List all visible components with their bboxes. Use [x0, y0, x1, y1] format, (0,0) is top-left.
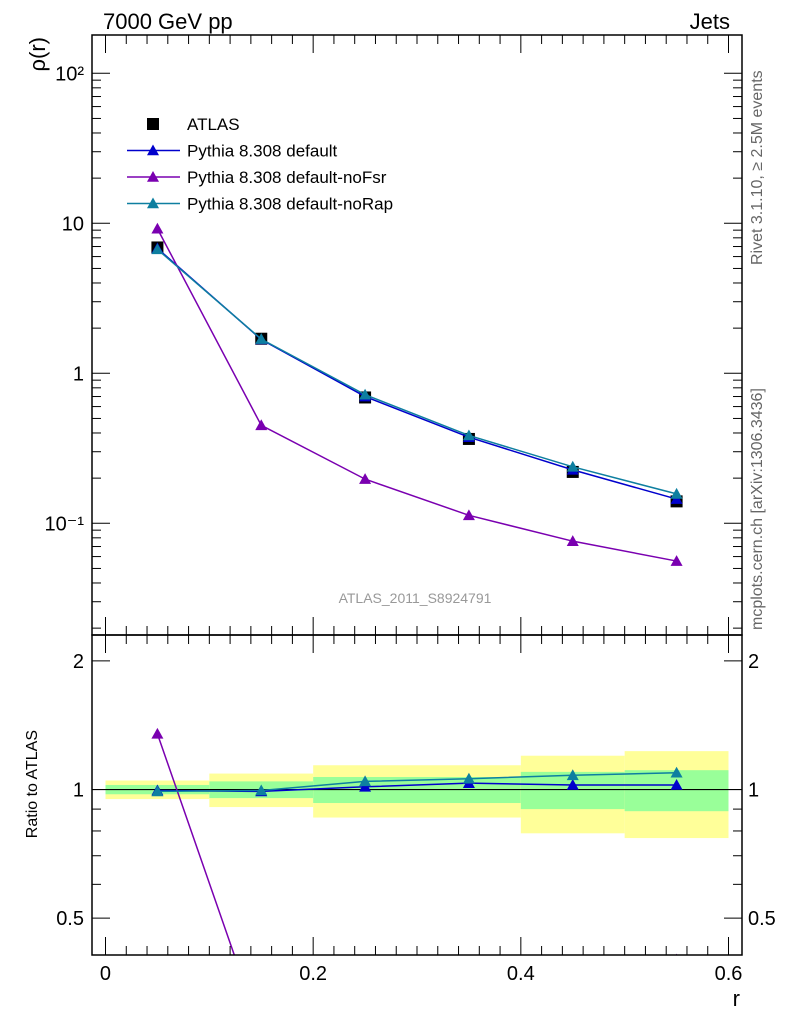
ratio-line-2	[157, 771, 677, 793]
legend-label: Pythia 8.308 default-noRap	[187, 195, 393, 214]
ratio-ytick-label: 0.5	[56, 908, 84, 930]
legend-label: Pythia 8.308 default-noFsr	[187, 168, 387, 187]
legend: ATLAS Pythia 8.308 default Pythia 8.308 de…	[127, 115, 393, 214]
legend-marker	[147, 144, 159, 156]
header-left: 7000 GeV pp	[103, 9, 233, 34]
series-line-1	[156, 247, 677, 500]
series-point-2	[566, 535, 579, 546]
ratio-point-2	[462, 772, 475, 784]
main-ytick-label: 1	[73, 363, 84, 385]
series-point-3	[359, 388, 372, 400]
main-ytick-label: 10⁻¹	[45, 513, 85, 535]
ratio-point-0	[359, 780, 372, 792]
mcplots-label: mcplots.cern.ch [arXiv:1306.3436]	[749, 388, 766, 630]
analysis-watermark: ATLAS_2011_S8924791	[339, 590, 492, 606]
series-point-3	[566, 460, 579, 472]
series-line-3	[156, 248, 677, 495]
header-right: Jets	[690, 9, 730, 34]
ratio-ytick-label-right: 2	[748, 651, 759, 673]
ratio-ytick-label: 2	[73, 651, 84, 673]
legend-label: ATLAS	[187, 115, 240, 134]
series-point-3	[255, 333, 268, 344]
main-ytick-label: 10²	[55, 63, 84, 85]
series-point-2	[359, 473, 372, 484]
ratio-ytick-label: 1	[73, 780, 84, 802]
series-point-3	[670, 487, 683, 499]
legend-marker	[147, 118, 159, 130]
ratio-point-2	[151, 785, 164, 797]
ratio-ytick-label-right: 0.5	[748, 908, 776, 930]
ratio-point-0	[670, 778, 683, 790]
xtick-label: 0.6	[715, 963, 743, 985]
xtick-label: 0.4	[507, 963, 535, 985]
rivet-label: Rivet 3.1.10, ≥ 2.5M events	[749, 70, 766, 265]
ratio-point-1	[359, 1013, 371, 1024]
series-point-3	[462, 429, 475, 441]
ratio-ytick-label-right: 1	[748, 780, 759, 802]
ratio-point-2	[359, 775, 372, 787]
x-axis-label: r	[733, 986, 740, 1011]
ratio-point-0	[566, 778, 579, 790]
ratio-point-2	[566, 769, 579, 781]
series-point-2	[255, 419, 268, 431]
xtick-label: 0.2	[299, 963, 327, 985]
series-point-2	[151, 222, 164, 234]
ratio-point-2	[255, 784, 268, 796]
ratio-ylabel: Ratio to ATLAS	[24, 730, 41, 838]
series-line-2	[156, 228, 677, 562]
ratio-point-1	[567, 978, 579, 989]
legend-label: Pythia 8.308 default	[187, 142, 338, 161]
legend-marker	[147, 171, 159, 182]
legend-marker	[147, 197, 159, 209]
ratio-point-1	[463, 1001, 475, 1012]
main-ytick-label: 10	[62, 213, 84, 235]
xtick-label: 0	[100, 963, 111, 985]
ratio-point-2	[670, 766, 683, 778]
ratio-point-1	[151, 727, 164, 739]
series-point-2	[670, 555, 683, 566]
series-point-2	[462, 509, 475, 521]
main-ylabel: ρ(r)	[25, 37, 50, 72]
series-point-3	[151, 243, 164, 255]
